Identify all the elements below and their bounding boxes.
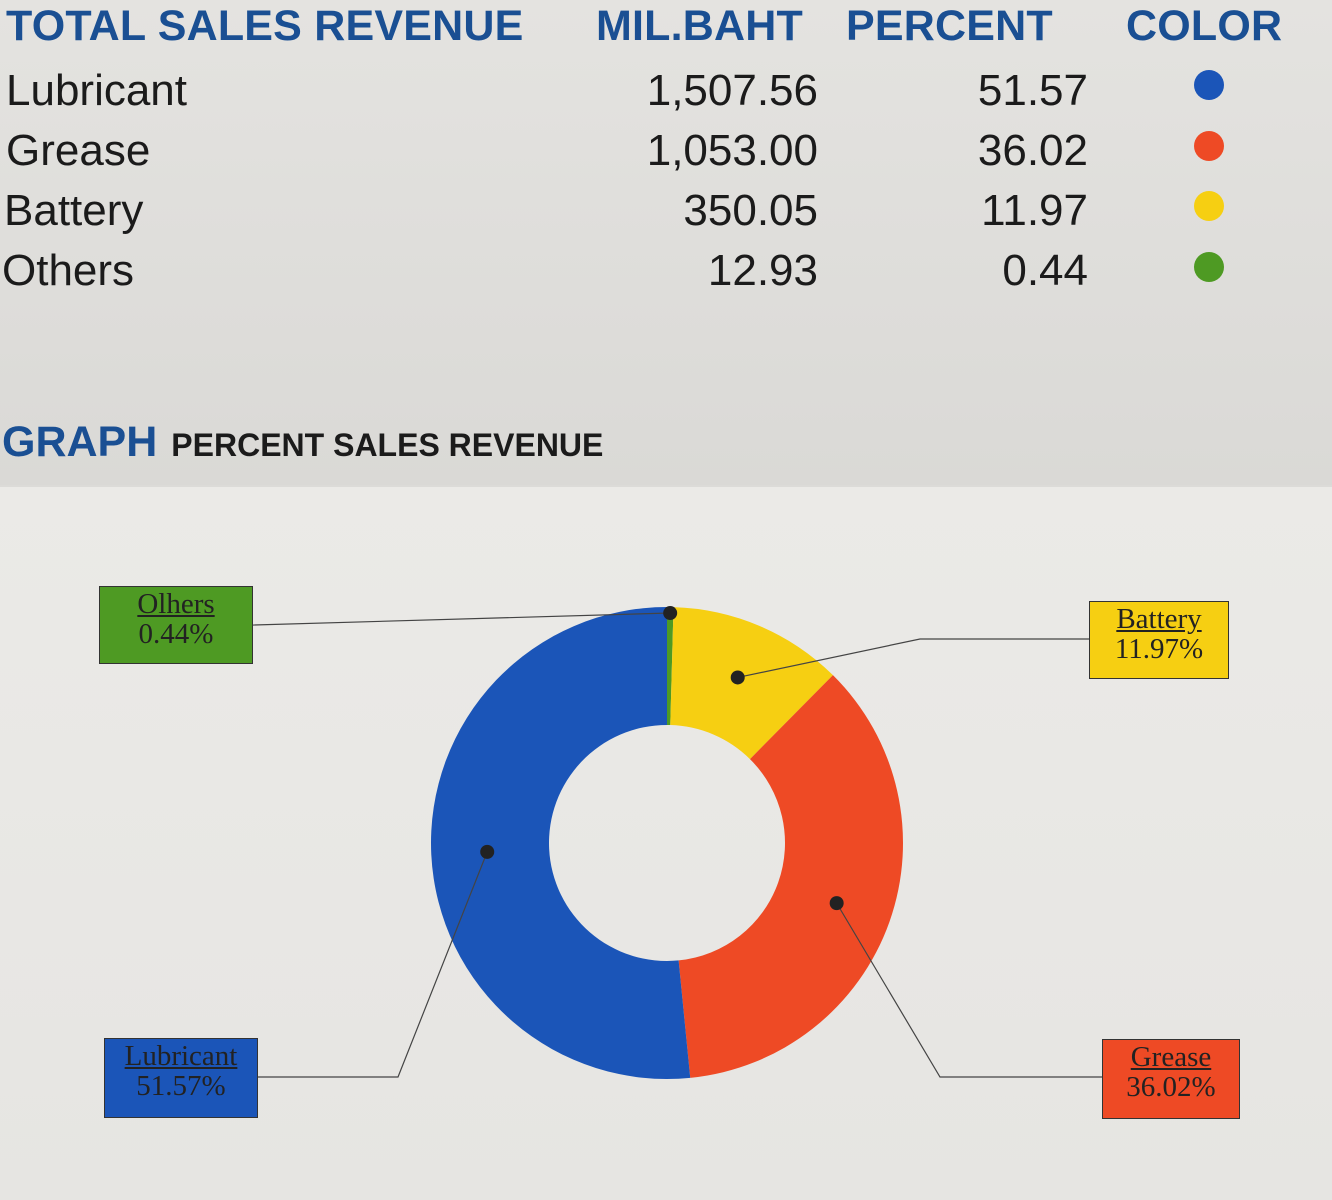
row-label-lubricant: Lubricant [6, 66, 188, 115]
anchor-dot-grease [829, 896, 844, 911]
anchor-dot-battery [730, 670, 745, 685]
row-amount-grease: 1,053.00 [646, 126, 818, 175]
anchor-dot-lubricant [480, 844, 495, 859]
row-amount-lubricant: 1,507.56 [646, 66, 818, 115]
row-percent-lubricant: 51.57 [977, 66, 1088, 115]
slice-grease [678, 675, 903, 1078]
callout-grease: Grease 36.02% [1102, 1039, 1240, 1119]
row-label-others: Others [2, 246, 135, 295]
callout-lubricant: Lubricant 51.57% [104, 1038, 258, 1118]
leader-line-others [252, 612, 671, 626]
row-percent-grease: 36.02 [977, 126, 1088, 175]
row-label-grease: Grease [6, 126, 151, 175]
color-dot-battery [1194, 191, 1224, 221]
header-category: TOTAL SALES REVENUE [6, 2, 524, 50]
callout-battery-value: 11.97% [1114, 633, 1204, 665]
color-dot-others [1194, 252, 1224, 282]
graph-heading-sub: PERCENT SALES REVENUE [171, 427, 604, 463]
header-amount: MIL.BAHT [596, 2, 804, 50]
graph-heading: GRAPH PERCENT SALES REVENUE [2, 418, 603, 467]
callout-grease-value: 36.02% [1126, 1071, 1216, 1103]
donut-chart [252, 606, 1102, 1079]
graph-heading-main: GRAPH [2, 418, 158, 466]
row-label-battery: Battery [4, 186, 144, 235]
slice-others [667, 607, 674, 726]
callout-lubricant-value: 51.57% [136, 1070, 226, 1102]
slice-battery [670, 607, 833, 760]
color-dot-grease [1194, 131, 1224, 161]
callout-battery: Battery 11.97% [1089, 601, 1229, 679]
row-amount-battery: 350.05 [683, 186, 818, 235]
revenue-table-panel: TOTAL SALES REVENUE MIL.BAHT PERCENT COL… [0, 0, 1332, 485]
callout-lubricant-name: Lubricant [124, 1040, 238, 1072]
chart-panel: Olhers 0.44% Battery 11.97% Grease 36.02… [0, 487, 1332, 1200]
callout-others-name: Olhers [137, 588, 215, 620]
slice-lubricant [430, 607, 691, 1079]
callout-others-value: 0.44% [138, 618, 214, 650]
callout-battery-name: Battery [1116, 603, 1202, 635]
anchor-dot-others [663, 606, 678, 621]
leader-line-lubricant [258, 851, 488, 1078]
row-amount-others: 12.93 [707, 246, 818, 295]
leader-line-grease [836, 902, 1102, 1078]
callout-grease-name: Grease [1130, 1041, 1212, 1073]
leader-line-battery [737, 638, 1089, 679]
row-percent-others: 0.44 [1002, 246, 1088, 295]
header-percent: PERCENT [846, 2, 1053, 50]
color-dot-lubricant [1194, 70, 1224, 100]
callout-others: Olhers 0.44% [99, 586, 253, 664]
row-percent-battery: 11.97 [981, 186, 1088, 235]
header-color: COLOR [1126, 2, 1283, 50]
